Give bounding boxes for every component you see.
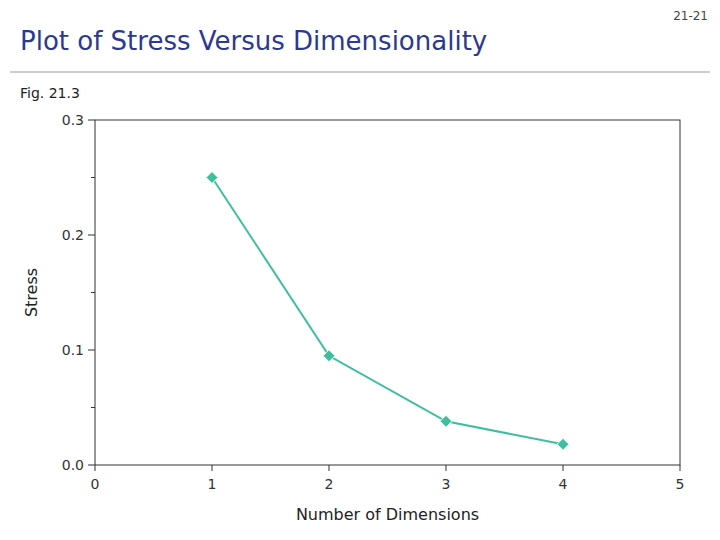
point: [440, 415, 452, 427]
y-minor-tick: [91, 407, 95, 408]
y-tick-label: 0.2: [62, 227, 84, 243]
chart: Plot of Stress Versus Dimensionality Fig.…: [0, 0, 720, 540]
y-axis-label: Stress: [22, 268, 41, 317]
y-tick-label: 0.1: [62, 342, 84, 358]
x-axis-label: Number of Dimensions: [296, 505, 479, 524]
y-tick: [88, 235, 95, 236]
y-minor-tick: [91, 292, 95, 293]
title: Plot of Stress Versus Dimensionality: [20, 26, 487, 56]
x-tick-label: 0: [91, 476, 100, 492]
y-tick: [88, 465, 95, 466]
point: [323, 350, 335, 362]
point: [557, 438, 569, 450]
y-tick: [88, 350, 95, 351]
x-tick-label: 1: [208, 476, 217, 492]
x-tick: [563, 465, 564, 471]
x-tick-label: 2: [325, 476, 334, 492]
x-tick-label: 4: [559, 476, 568, 492]
x-tick-label: 5: [676, 476, 685, 492]
point: [206, 172, 218, 184]
y-tick-label: 0.3: [62, 112, 84, 128]
x-tick: [212, 465, 213, 471]
plot-area: [206, 172, 569, 451]
y-tick: [88, 120, 95, 121]
y-minor-tick: [91, 177, 95, 178]
x-tick: [95, 465, 96, 471]
x-tick: [329, 465, 330, 471]
y-tick-label: 0.0: [62, 457, 84, 473]
x-tick: [680, 465, 681, 471]
subtitle: Fig. 21.3: [20, 85, 80, 101]
x-tick: [446, 465, 447, 471]
line: [212, 178, 563, 445]
separator: [10, 72, 710, 73]
x-tick-label: 3: [442, 476, 451, 492]
annotation: 21-21: [673, 9, 708, 23]
plot-frame: [95, 120, 680, 465]
